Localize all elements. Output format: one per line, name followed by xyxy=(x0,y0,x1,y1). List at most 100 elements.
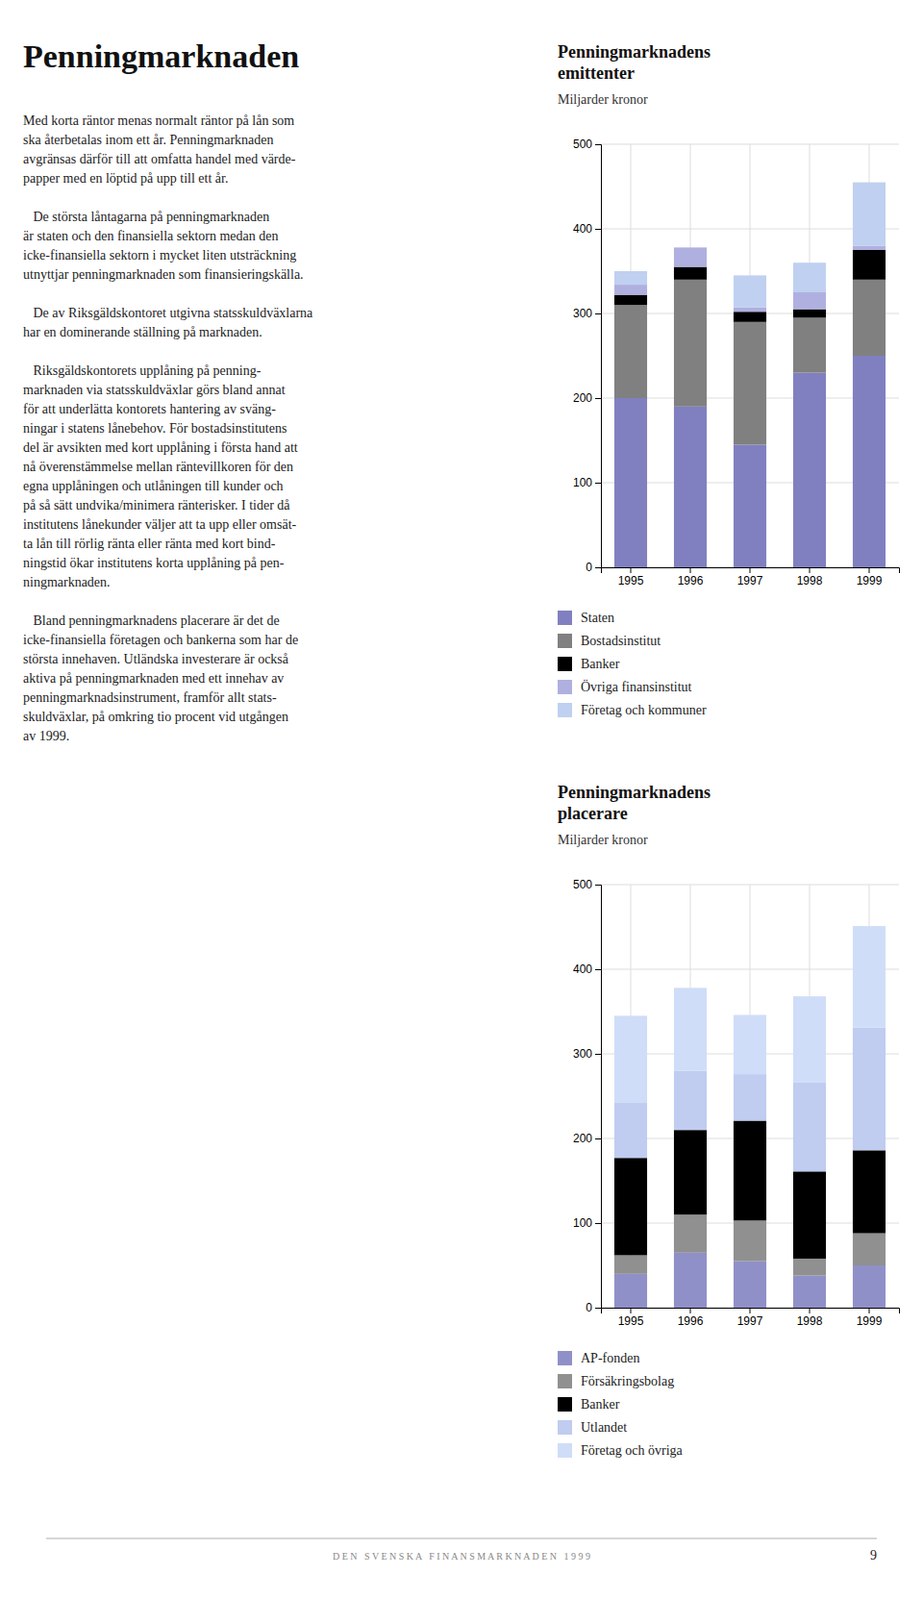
bar-series xyxy=(614,925,886,1103)
bar xyxy=(793,1258,826,1276)
x-tick-mark xyxy=(869,567,871,574)
body-line: avgränsas därför till att omfatta handel… xyxy=(23,151,297,167)
y-axis: 0100200300400500 xyxy=(573,137,602,574)
y-axis: 0100200300400500 xyxy=(573,877,602,1315)
body-line: nå överenstämmelse mellan räntevillkoren… xyxy=(23,459,294,474)
bar xyxy=(852,1265,886,1308)
body-line: ta lån till rörlig ränta eller ränta med… xyxy=(23,536,276,551)
legend-item: Utlandet xyxy=(557,1420,627,1435)
body-line: marknaden via statsskuldväxlar görs blan… xyxy=(23,382,286,398)
y-tick: 300 xyxy=(573,306,601,321)
x-tick-mark xyxy=(749,567,751,574)
y-tick: 500 xyxy=(573,137,601,151)
legend-label: Företag och övriga xyxy=(580,1443,684,1458)
y-tick-label: 500 xyxy=(573,877,593,892)
x-tick: 1998 xyxy=(797,567,824,588)
grid xyxy=(600,884,899,1308)
y-tick-label: 300 xyxy=(573,1047,593,1061)
page-title: Penningmarknaden xyxy=(23,38,300,75)
body-line: ningar i statens lånebehov. För bostadsi… xyxy=(23,421,287,436)
bar-series xyxy=(614,1214,886,1275)
footer: D E N S V E N S K A F I N A N S M A R K … xyxy=(332,1550,591,1562)
y-tick-mark xyxy=(595,313,601,315)
body-line: egna upplåningen och utlåningen till kun… xyxy=(23,478,284,494)
legend-label: Banker xyxy=(580,656,621,672)
legend-swatch xyxy=(557,610,573,625)
y-tick-label: 200 xyxy=(573,391,593,405)
x-tick: 1997 xyxy=(737,1307,764,1328)
x-tick-mark xyxy=(749,1307,751,1314)
body-line: ningmarknaden. xyxy=(23,574,111,590)
x-tick: 1995 xyxy=(618,1307,645,1328)
text-panel: Penningmarknaden Med korta räntor menas n… xyxy=(23,38,314,744)
bar xyxy=(793,996,826,1083)
body-line: utnyttjar penningmarknaden som finansier… xyxy=(23,267,304,282)
legend-label: Försäkringsbolag xyxy=(580,1373,674,1389)
bar xyxy=(614,1273,648,1308)
chart-title: Penningmarknadensemittenter xyxy=(557,42,711,83)
y-tick-label: 400 xyxy=(573,962,593,976)
legend-swatch xyxy=(557,633,573,649)
body-line: Med korta räntor menas normalt räntor på… xyxy=(23,113,295,128)
y-tick: 0 xyxy=(585,1300,601,1315)
legend-item: Banker xyxy=(557,656,621,672)
body-line: del är avsikten med kort upplåning i för… xyxy=(23,440,299,455)
bar xyxy=(673,1071,707,1131)
bar xyxy=(614,304,648,399)
y-tick: 200 xyxy=(573,391,601,405)
y-tick: 400 xyxy=(573,962,601,976)
axis-line xyxy=(595,885,602,1309)
bars xyxy=(614,925,886,1308)
body-line: ningstid ökar institutens korta upplånin… xyxy=(23,555,285,571)
legend-item: Övriga finansinstitut xyxy=(557,678,693,695)
chart-title-line: Penningmarknadens xyxy=(557,782,711,802)
bar xyxy=(793,317,826,373)
x-tick: 1996 xyxy=(677,1307,704,1328)
body-line: penningmarknadsinstrument, framför allt … xyxy=(23,690,277,705)
body-line: icke-finansiella företagen och bankerna … xyxy=(23,632,299,648)
bar xyxy=(673,267,707,280)
bar xyxy=(852,182,886,247)
legend-label: Övriga finansinstitut xyxy=(580,678,693,695)
x-tick-label: 1999 xyxy=(856,1314,883,1328)
y-tick: 500 xyxy=(573,877,601,892)
bar xyxy=(614,1254,648,1273)
grid xyxy=(600,144,899,568)
body-line: har en dominerande ställning på marknade… xyxy=(23,324,263,340)
legend-item: Staten xyxy=(557,610,615,625)
y-tick-label: 200 xyxy=(573,1131,593,1146)
body-line: De av Riksgäldskontoret utgivna statssku… xyxy=(23,305,314,321)
legend-swatch xyxy=(557,1443,573,1458)
bar xyxy=(733,307,767,312)
body-line: icke-finansiella sektorn i mycket liten … xyxy=(23,248,297,263)
bar xyxy=(793,1082,826,1172)
x-tick-label: 1997 xyxy=(737,1314,764,1328)
bar xyxy=(793,373,826,568)
body-line: för att underlätta kontorets hantering a… xyxy=(23,401,276,417)
legend-label: Banker xyxy=(580,1396,621,1412)
bar xyxy=(733,1015,767,1075)
body-line: aktiva på penningmarknaden med ett inneh… xyxy=(23,671,284,686)
body-line: De största låntagarna på penningmarknade… xyxy=(23,209,270,225)
y-tick-mark xyxy=(595,144,601,146)
body-line: institutens lånekunder väljer att ta upp… xyxy=(23,517,298,532)
chart-subtitle: Miljarder kronor xyxy=(557,92,649,107)
chart-title-line: emittenter xyxy=(557,63,635,83)
legend: StatenBostadsinstitutBankerÖvriga finans… xyxy=(557,610,707,718)
bar xyxy=(793,262,826,293)
y-tick-mark xyxy=(595,567,601,569)
legend-swatch xyxy=(557,679,573,695)
x-tick-mark xyxy=(690,567,692,574)
bar xyxy=(614,1157,648,1255)
y-tick-label: 300 xyxy=(573,306,593,321)
bar xyxy=(852,249,886,280)
bar xyxy=(733,1121,767,1222)
y-tick-mark xyxy=(595,1307,601,1309)
body-line: är staten och den finansiella sektorn me… xyxy=(23,228,279,244)
y-tick-mark xyxy=(595,1053,601,1055)
bar xyxy=(793,292,826,310)
body-line: av 1999. xyxy=(23,728,70,744)
x-tick-label: 1996 xyxy=(677,1314,704,1328)
chart-subtitle: Miljarder kronor xyxy=(557,832,649,848)
bar xyxy=(673,279,707,407)
